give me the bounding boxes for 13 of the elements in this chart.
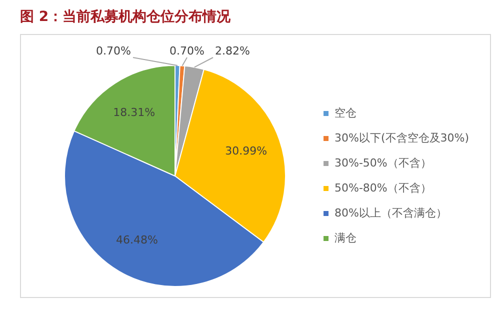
data-label: 0.70% <box>170 44 204 58</box>
data-label: 0.70% <box>96 44 132 58</box>
legend-label: 80%以上（不含满仓） <box>334 206 447 220</box>
chart-title: 图 2：当前私募机构仓位分布情况 <box>20 8 232 26</box>
legend-label: 30%-50%（不含） <box>334 156 432 170</box>
legend-label: 30%以下(不含空仓及30%) <box>334 131 470 144</box>
data-label: 30.99% <box>225 144 268 158</box>
legend-label: 空仓 <box>334 106 357 120</box>
data-label: 46.48% <box>116 234 158 247</box>
legend-label: 满仓 <box>334 231 357 244</box>
data-label: 2.82% <box>215 44 250 58</box>
legend-label: 50%-80%（不含） <box>334 181 432 194</box>
data-label: 18.31% <box>113 106 156 119</box>
